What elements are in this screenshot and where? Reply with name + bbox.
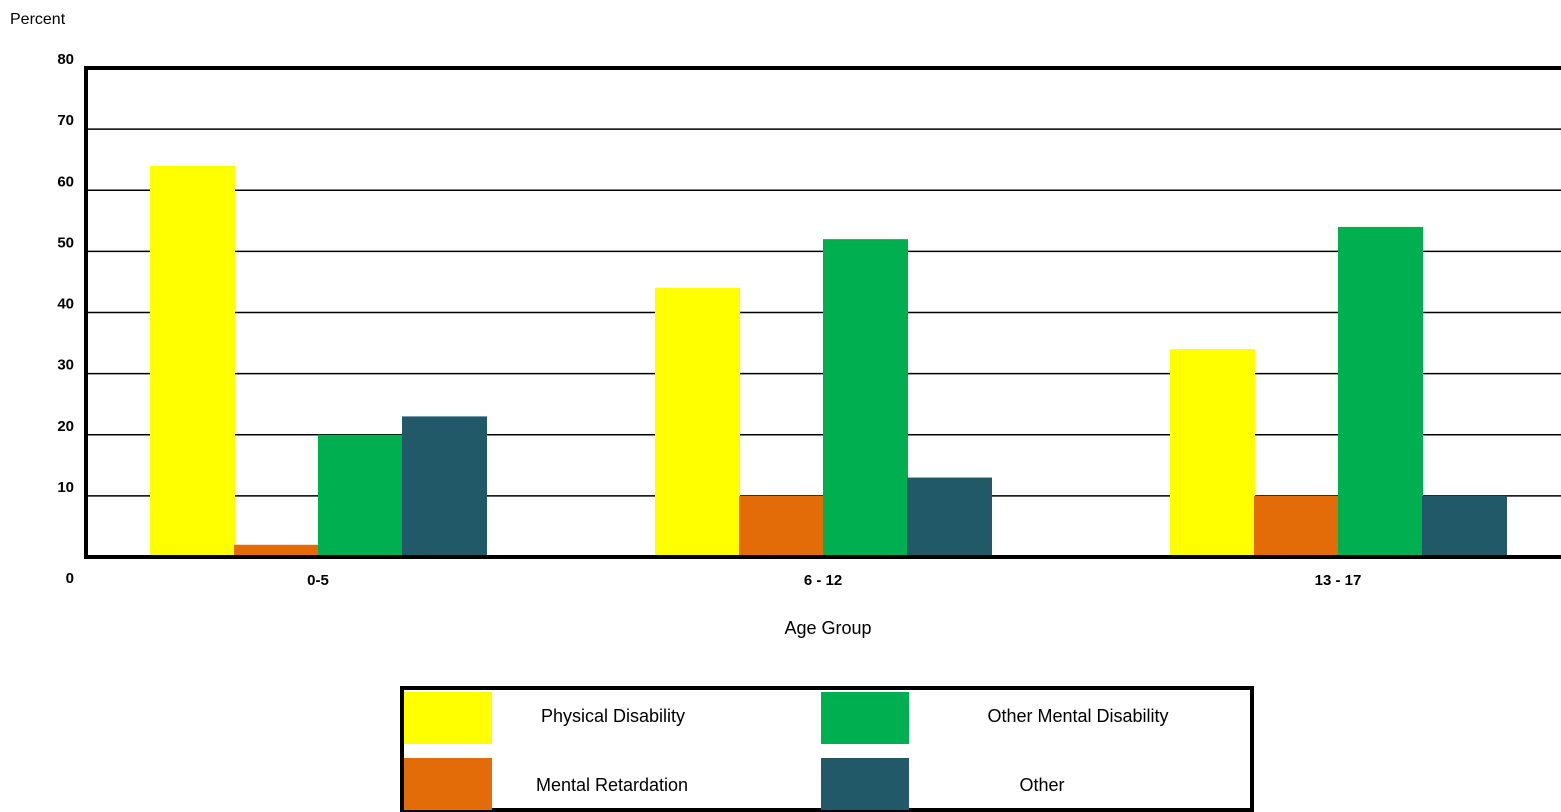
- y-tick-label: 50: [57, 234, 74, 251]
- legend-swatch: [821, 692, 909, 744]
- bar: [1338, 226, 1423, 558]
- legend-label: Mental Retardation: [536, 775, 688, 795]
- bar: [907, 477, 992, 557]
- bar: [150, 165, 235, 558]
- legend-label: Other Mental Disability: [987, 706, 1168, 726]
- bars: [150, 165, 1507, 558]
- y-tick-label: 60: [57, 173, 74, 190]
- x-tick-label: 13 - 17: [1315, 572, 1362, 589]
- y-tick-label: 30: [57, 357, 74, 374]
- legend-swatch: [404, 692, 492, 744]
- legend-label: Physical Disability: [541, 706, 685, 726]
- x-tick-label: 6 - 12: [804, 572, 842, 589]
- x-tick-label: 0-5: [307, 572, 329, 589]
- legend: Physical Disability Mental Retardation Oth…: [400, 686, 1254, 812]
- bar: [823, 239, 908, 557]
- y-tick-label: 20: [57, 418, 74, 435]
- x-axis-ticks: 0-5 6 - 12 13 - 17: [307, 572, 1361, 589]
- bar: [402, 416, 487, 557]
- y-tick-label: 70: [57, 112, 74, 129]
- y-tick-label: 40: [57, 296, 74, 313]
- legend-swatch: [821, 758, 909, 810]
- y-axis-ticks: 0 10 20 30 40 50 60 70 80: [57, 51, 74, 587]
- bar: [318, 434, 403, 557]
- bar: [1170, 349, 1255, 557]
- bar: [1254, 495, 1339, 557]
- legend-label: Other: [1019, 775, 1064, 795]
- plot-frame: [84, 66, 1561, 559]
- bar: [655, 288, 740, 557]
- bar: [234, 544, 319, 557]
- legend-swatch: [404, 758, 492, 810]
- y-tick-label: 80: [57, 51, 74, 68]
- bar: [1422, 495, 1507, 557]
- x-axis-label: Age Group: [784, 618, 871, 638]
- y-tick-label: 10: [57, 479, 74, 496]
- y-axis-label: Percent: [10, 11, 66, 28]
- bar: [739, 495, 824, 557]
- y-tick-label: 0: [66, 570, 74, 587]
